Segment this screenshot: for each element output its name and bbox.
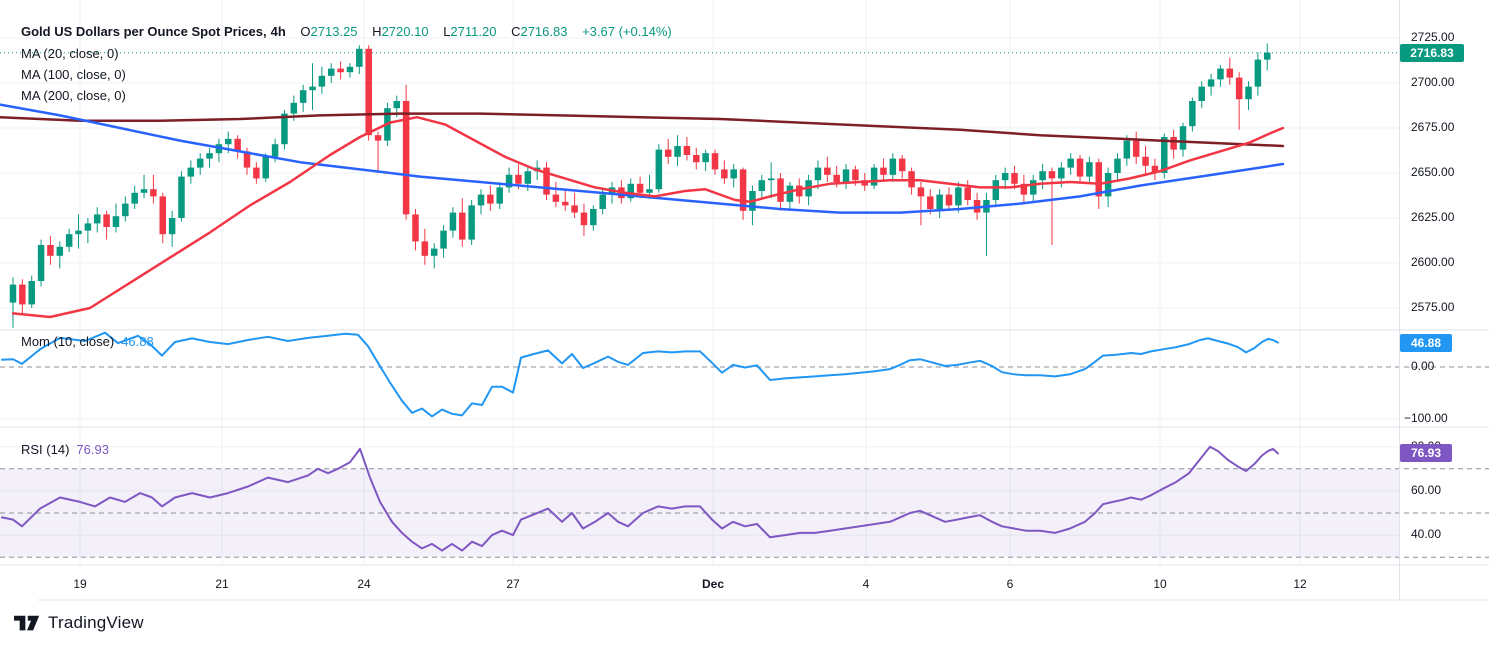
- ma100-line: [0, 103, 1285, 214]
- time-tick-label: 6: [1006, 577, 1014, 591]
- ma20-line: [11, 115, 1285, 319]
- momentum-tick-label: 0.00: [1411, 359, 1435, 373]
- time-tick-label: 10: [1153, 577, 1167, 591]
- rsi-tick-label: 60.00: [1411, 482, 1442, 497]
- open-value: 2713.25: [310, 24, 358, 39]
- candles: [9, 43, 1271, 328]
- pane-separators: [0, 0, 1489, 601]
- rsi-tick-label: 40.00: [1411, 527, 1442, 542]
- close-value: 2716.83: [520, 24, 568, 39]
- ma200-line: [0, 112, 1285, 148]
- rsi-value: 76.93: [76, 442, 109, 457]
- time-tick-label: Dec: [701, 577, 725, 591]
- price-gridlines: [0, 37, 1399, 309]
- time-tick-label: 24: [357, 577, 371, 591]
- high-letter: H: [372, 24, 382, 39]
- legend-momentum[interactable]: Mom (10, close) 46.88: [21, 334, 154, 349]
- high-value: 2720.10: [381, 24, 429, 39]
- low-value: 2711.20: [450, 24, 497, 39]
- momentum-badge: 46.88: [1400, 334, 1452, 352]
- tradingview-logo-icon: [14, 615, 40, 631]
- legend-ma100[interactable]: MA (100, close, 0): [21, 67, 126, 82]
- legend-rsi[interactable]: RSI (14) 76.93: [21, 442, 109, 457]
- vertical-gridlines: [79, 0, 1301, 565]
- price-tick-label: 2575.00: [1411, 300, 1455, 314]
- time-tick-label: 19: [73, 577, 87, 591]
- tradingview-logo[interactable]: TradingView: [14, 611, 144, 635]
- momentum-name: Mom (10, close): [21, 334, 115, 349]
- low-letter: L: [443, 24, 451, 39]
- momentum-value: 46.88: [121, 334, 154, 349]
- tradingview-logo-text: TradingView: [48, 613, 144, 632]
- price-tick-label: 2700.00: [1411, 75, 1455, 89]
- momentum-tick-label: −100.00: [1404, 411, 1448, 425]
- momentum-line: [1, 331, 1279, 418]
- price-tick-label: 2650.00: [1411, 165, 1455, 179]
- rsi-badge: 76.93: [1400, 444, 1452, 462]
- time-tick-label: 12: [1293, 577, 1307, 591]
- rsi-name: RSI (14): [21, 442, 70, 457]
- price-tick-label: 2675.00: [1411, 120, 1455, 134]
- open-letter: O: [300, 24, 311, 39]
- legend-ma200[interactable]: MA (200, close, 0): [21, 88, 126, 103]
- symbol-header[interactable]: Gold US Dollars per Ounce Spot Prices, 4h…: [21, 24, 672, 39]
- time-tick-label: 27: [506, 577, 520, 591]
- time-tick-label: 21: [215, 577, 229, 591]
- close-letter: C: [511, 24, 521, 39]
- interval-label[interactable]: 4h: [270, 24, 286, 39]
- price-tick-label: 2625.00: [1411, 210, 1455, 224]
- change-value: +3.67 (+0.14%): [582, 24, 672, 39]
- rsi-line: [1, 445, 1279, 552]
- legend-ma20[interactable]: MA (20, close, 0): [21, 46, 119, 61]
- price-tick-label: 2725.00: [1411, 30, 1455, 44]
- last-price-badge: 2716.83: [1400, 44, 1464, 62]
- price-tick-label: 2600.00: [1411, 255, 1455, 269]
- symbol-title[interactable]: Gold US Dollars per Ounce Spot Prices,: [21, 24, 267, 39]
- time-tick-label: 4: [862, 577, 870, 591]
